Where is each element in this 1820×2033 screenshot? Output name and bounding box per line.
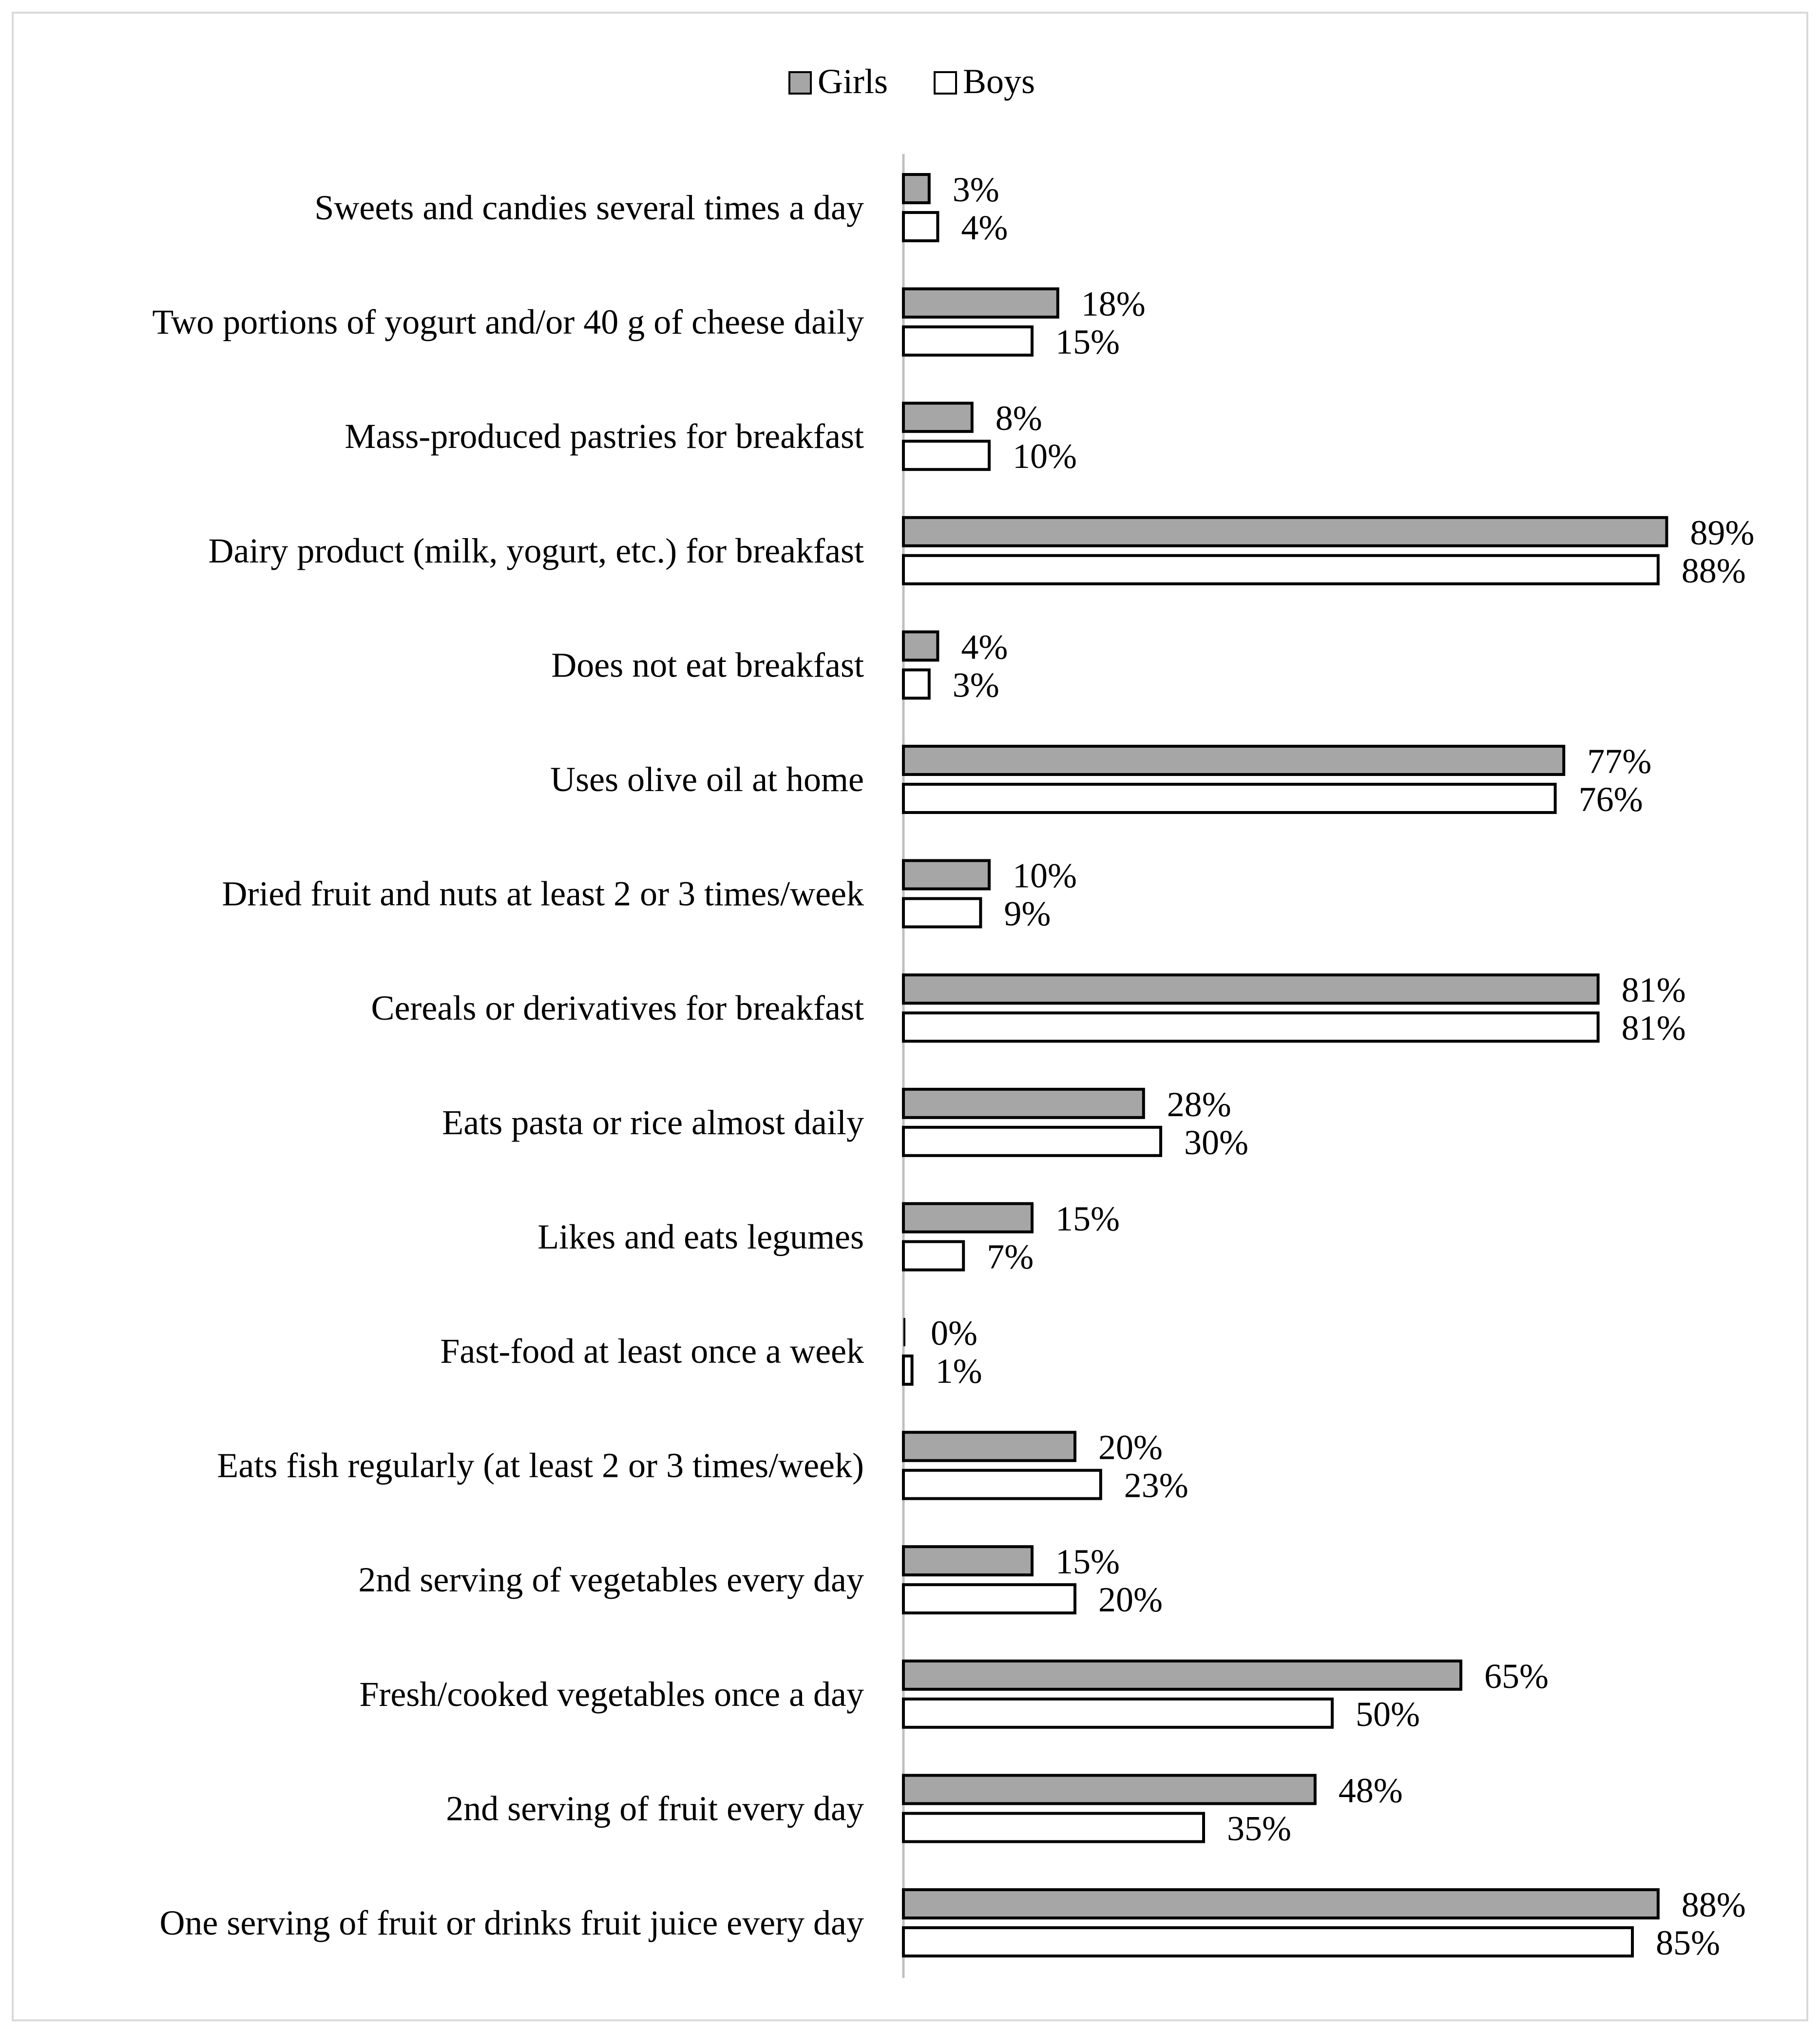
data-label-girls: 10% [1013, 856, 1077, 895]
data-label-boys: 10% [1013, 437, 1077, 476]
category-label: Cereals or derivatives for breakfast [371, 988, 864, 1027]
bar-boys [902, 668, 931, 700]
data-label-girls: 89% [1690, 513, 1754, 552]
data-label-boys: 7% [987, 1237, 1034, 1276]
bar-boys [902, 440, 991, 471]
bar-girls [902, 1774, 1317, 1805]
bar-girls [902, 859, 991, 891]
data-label-girls: 77% [1587, 742, 1651, 781]
bar-girls [902, 1888, 1660, 1919]
data-label-boys: 81% [1622, 1008, 1686, 1047]
bar-boys [902, 325, 1034, 357]
data-label-boys: 1% [936, 1352, 982, 1391]
category-label: One serving of fruit or drinks fruit jui… [159, 1903, 864, 1942]
data-label-boys: 3% [953, 665, 999, 704]
data-label-girls: 28% [1167, 1085, 1231, 1124]
bar-boys [902, 897, 982, 929]
category-label: Dairy product (milk, yogurt, etc.) for b… [208, 531, 864, 570]
bar-boys [902, 783, 1557, 814]
category-label: Fast-food at least once a week [440, 1332, 864, 1371]
bar-boys [902, 1011, 1600, 1043]
bar-girls [902, 630, 939, 662]
bar-boys [902, 1812, 1205, 1843]
bar-girls [902, 1087, 1145, 1119]
bar-girls [902, 745, 1566, 776]
data-label-girls: 81% [1622, 970, 1686, 1009]
bar-girls [902, 1545, 1034, 1577]
bar-girls [902, 287, 1059, 319]
category-label: Does not eat breakfast [551, 645, 864, 684]
data-label-boys: 9% [1004, 894, 1051, 933]
legend-swatch-boys [934, 71, 957, 95]
plot-area: Sweets and candies several times a day 3%… [152, 154, 1754, 1978]
data-label-boys: 85% [1656, 1923, 1720, 1962]
category-label: Two portions of yogurt and/or 40 g of ch… [152, 303, 864, 342]
data-label-girls: 3% [953, 170, 999, 209]
data-label-boys: 76% [1579, 780, 1643, 819]
bar-girls [902, 516, 1668, 547]
legend-label-boys: Boys [963, 62, 1035, 101]
data-label-girls: 8% [996, 399, 1042, 438]
data-label-girls: 18% [1081, 285, 1146, 324]
data-label-girls: 88% [1682, 1885, 1746, 1924]
data-label-girls: 15% [1055, 1542, 1120, 1581]
bar-chart: Girls Boys Sweets and candies several ti… [152, 62, 1754, 1978]
chart-frame: Girls Boys Sweets and candies several ti… [12, 12, 1808, 2021]
bar-boys [902, 1125, 1162, 1157]
bar-boys [902, 1926, 1634, 1957]
category-label: 2nd serving of fruit every day [446, 1789, 864, 1828]
category-label: Eats fish regularly (at least 2 or 3 tim… [217, 1446, 864, 1485]
data-label-girls: 20% [1098, 1428, 1163, 1467]
category-label: 2nd serving of vegetables every day [358, 1560, 864, 1599]
data-label-boys: 30% [1184, 1123, 1248, 1162]
data-label-girls: 4% [961, 627, 1008, 666]
bar-boys [902, 1355, 914, 1386]
bar-boys [902, 211, 939, 242]
category-label: Likes and eats legumes [537, 1217, 864, 1256]
category-label: Uses olive oil at home [550, 760, 864, 799]
legend-swatch-girls [788, 71, 812, 95]
bar-girls [902, 973, 1600, 1005]
category-label: Sweets and candies several times a day [314, 188, 864, 227]
data-label-girls: 48% [1339, 1771, 1403, 1810]
data-label-boys: 15% [1055, 323, 1120, 362]
data-label-boys: 20% [1098, 1580, 1163, 1619]
bar-girls [902, 1202, 1034, 1234]
data-label-boys: 4% [961, 208, 1008, 247]
data-label-girls: 65% [1484, 1657, 1549, 1696]
data-label-boys: 88% [1682, 551, 1746, 590]
bar-boys [902, 1583, 1076, 1615]
category-label: Mass-produced pastries for breakfast [345, 417, 864, 456]
data-label-boys: 50% [1356, 1695, 1420, 1734]
legend-label-girls: Girls [818, 62, 888, 101]
data-label-boys: 35% [1227, 1809, 1291, 1848]
bar-boys [902, 554, 1660, 585]
data-label-boys: 23% [1124, 1466, 1188, 1505]
data-label-girls: 0% [931, 1314, 977, 1353]
legend: Girls Boys [788, 62, 1035, 101]
bar-boys [902, 1697, 1334, 1729]
category-label: Fresh/cooked vegetables once a day [359, 1675, 864, 1714]
bar-girls [902, 1431, 1076, 1462]
bar-girls [902, 173, 931, 204]
data-label-girls: 15% [1055, 1199, 1120, 1238]
bar-girls [902, 402, 974, 433]
category-label: Eats pasta or rice almost daily [442, 1103, 864, 1142]
bar-girls [902, 1659, 1462, 1691]
category-label: Dried fruit and nuts at least 2 or 3 tim… [222, 874, 864, 913]
bar-boys [902, 1240, 965, 1272]
bar-boys [902, 1469, 1102, 1500]
